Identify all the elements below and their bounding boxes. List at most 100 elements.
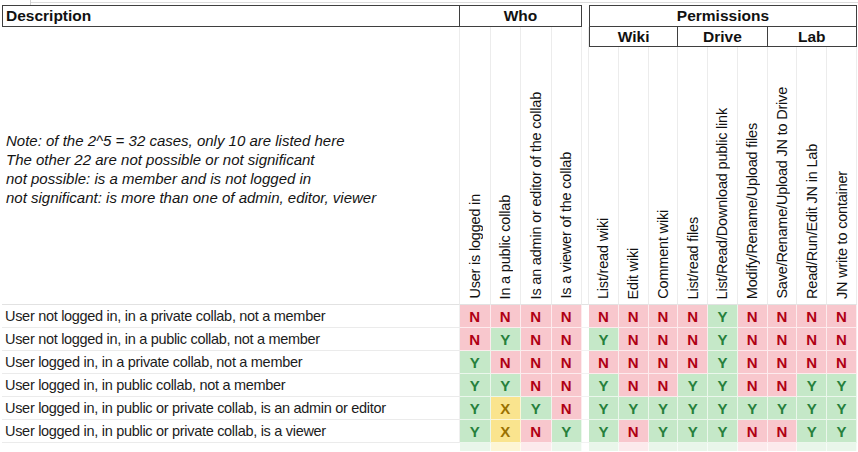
who-column-header[interactable]: User is logged in xyxy=(460,27,491,305)
perm-cell[interactable]: Y xyxy=(649,397,679,420)
who-column-header[interactable]: In a public collab xyxy=(491,27,522,305)
who-cell[interactable]: N xyxy=(460,305,491,328)
perm-cell[interactable]: Y xyxy=(708,305,738,328)
perm-cell[interactable]: N xyxy=(738,328,768,351)
perm-cell[interactable]: N xyxy=(589,305,619,328)
perm-cell[interactable]: Y xyxy=(827,397,857,420)
perm-cell[interactable]: N xyxy=(619,305,649,328)
perm-cell[interactable]: Y xyxy=(738,397,768,420)
who-cell[interactable]: Y xyxy=(460,420,491,443)
who-cell[interactable]: N xyxy=(552,328,583,351)
who-cell[interactable]: N xyxy=(521,328,552,351)
who-column-header[interactable]: Is a viewer of the collab xyxy=(552,27,583,305)
perm-cell[interactable]: N xyxy=(678,351,708,374)
perm-cell[interactable]: Y xyxy=(797,397,827,420)
perm-cell[interactable]: N xyxy=(649,374,679,397)
who-cell[interactable]: X xyxy=(491,420,522,443)
who-cell[interactable]: X xyxy=(491,397,522,420)
perm-cell[interactable]: Y xyxy=(678,397,708,420)
perm-cell[interactable]: N xyxy=(649,328,679,351)
perm-cell[interactable]: N xyxy=(649,305,679,328)
perm-cell[interactable]: N xyxy=(738,305,768,328)
perm-cell[interactable]: Y xyxy=(708,420,738,443)
perm-cell[interactable]: N xyxy=(678,328,708,351)
perm-cell[interactable]: N xyxy=(619,328,649,351)
who-cell[interactable]: N xyxy=(491,305,522,328)
drive-group-header[interactable]: Drive xyxy=(678,27,767,47)
perm-cell[interactable]: N xyxy=(738,374,768,397)
row-description[interactable]: User logged in, in a private collab, not… xyxy=(2,351,460,374)
perm-cell[interactable]: N xyxy=(827,305,857,328)
who-cell[interactable]: N xyxy=(552,397,583,420)
perm-cell[interactable]: Y xyxy=(827,420,857,443)
perm-cell[interactable]: N xyxy=(678,305,708,328)
row-description[interactable]: User not logged in, in a public collab, … xyxy=(2,328,460,351)
who-cell[interactable]: Y xyxy=(460,374,491,397)
perm-cell[interactable]: N xyxy=(768,374,798,397)
who-cell[interactable]: Y xyxy=(491,328,522,351)
who-cell[interactable]: Y xyxy=(491,374,522,397)
perm-cell[interactable]: N xyxy=(797,328,827,351)
who-cell[interactable]: N xyxy=(521,351,552,374)
permissions-header[interactable]: Permissions xyxy=(589,5,857,27)
who-cell[interactable]: Y xyxy=(460,351,491,374)
perm-column-header[interactable]: Read/Run/Edit JN in Lab xyxy=(797,47,827,305)
who-cell[interactable]: N xyxy=(491,351,522,374)
perm-cell[interactable]: N xyxy=(827,328,857,351)
perm-column-header[interactable]: List/read files xyxy=(678,47,708,305)
perm-cell[interactable]: Y xyxy=(619,397,649,420)
perm-cell[interactable]: N xyxy=(738,351,768,374)
perm-cell[interactable]: Y xyxy=(678,374,708,397)
perm-cell[interactable]: N xyxy=(827,351,857,374)
perm-cell[interactable]: Y xyxy=(678,420,708,443)
wiki-group-header[interactable]: Wiki xyxy=(589,27,678,47)
perm-cell[interactable]: Y xyxy=(708,397,738,420)
perm-cell[interactable]: Y xyxy=(589,397,619,420)
perm-column-header[interactable]: List/Read/Download public link xyxy=(708,47,738,305)
who-cell[interactable]: N xyxy=(521,374,552,397)
description-header[interactable]: Description xyxy=(2,5,460,27)
who-cell[interactable]: N xyxy=(521,305,552,328)
perm-cell[interactable]: N xyxy=(768,351,798,374)
perm-cell[interactable]: Y xyxy=(589,374,619,397)
perm-cell[interactable]: N xyxy=(619,420,649,443)
perm-cell[interactable]: N xyxy=(738,420,768,443)
who-cell[interactable]: Y xyxy=(521,397,552,420)
perm-column-header[interactable]: Comment wiki xyxy=(649,47,679,305)
perm-cell[interactable]: Y xyxy=(708,351,738,374)
who-cell[interactable]: Y xyxy=(552,420,583,443)
perm-cell[interactable]: Y xyxy=(649,420,679,443)
perm-column-header[interactable]: List/read wiki xyxy=(589,47,619,305)
perm-cell[interactable]: N xyxy=(797,305,827,328)
perm-cell[interactable]: N xyxy=(649,351,679,374)
perm-cell[interactable]: N xyxy=(797,351,827,374)
perm-cell[interactable]: N xyxy=(589,351,619,374)
who-cell[interactable]: N xyxy=(552,351,583,374)
perm-cell[interactable]: Y xyxy=(827,374,857,397)
perm-column-header[interactable]: JN write to container xyxy=(827,47,857,305)
row-description[interactable]: User logged in, in public or private col… xyxy=(2,420,460,443)
perm-cell[interactable]: N xyxy=(768,420,798,443)
perm-cell[interactable]: N xyxy=(768,305,798,328)
who-cell[interactable]: N xyxy=(552,305,583,328)
perm-cell[interactable]: N xyxy=(619,374,649,397)
perm-cell[interactable]: N xyxy=(768,328,798,351)
who-cell[interactable]: Y xyxy=(460,397,491,420)
perm-cell[interactable]: Y xyxy=(708,328,738,351)
perm-cell[interactable]: Y xyxy=(768,397,798,420)
who-cell[interactable]: N xyxy=(460,328,491,351)
perm-cell[interactable]: Y xyxy=(797,420,827,443)
perm-cell[interactable]: Y xyxy=(797,374,827,397)
who-cell[interactable]: N xyxy=(521,420,552,443)
perm-column-header[interactable]: Save/Rename/Upload JN to Drive xyxy=(768,47,798,305)
row-description[interactable]: User logged in, in public collab, not a … xyxy=(2,374,460,397)
lab-group-header[interactable]: Lab xyxy=(768,27,857,47)
who-header[interactable]: Who xyxy=(460,5,582,27)
perm-column-header[interactable]: Modify/Rename/Upload files xyxy=(738,47,768,305)
who-column-header[interactable]: Is an admin or editor of the collab xyxy=(521,27,552,305)
row-description[interactable]: User not logged in, in a private collab,… xyxy=(2,305,460,328)
perm-cell[interactable]: Y xyxy=(589,420,619,443)
perm-cell[interactable]: Y xyxy=(589,328,619,351)
row-description[interactable]: User logged in, in public or private col… xyxy=(2,397,460,420)
who-cell[interactable]: N xyxy=(552,374,583,397)
